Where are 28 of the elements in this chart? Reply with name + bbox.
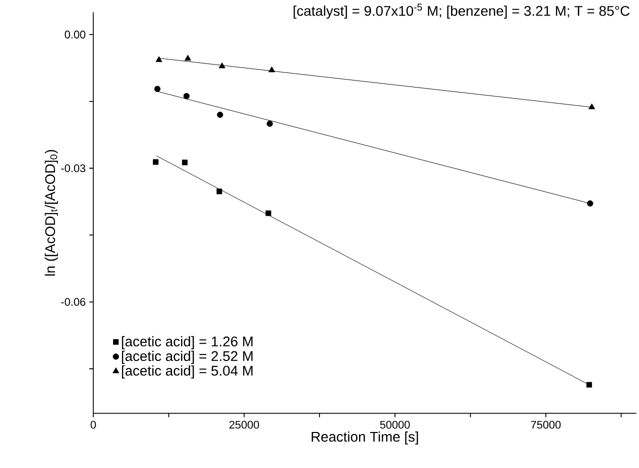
point (586, 382, 592, 388)
x-tick-label: 25000 (229, 420, 259, 429)
legend-label: [acetic acid] = 1.26 M (122, 336, 252, 350)
point (266, 120, 273, 127)
x-tick-label: 0 (90, 420, 96, 429)
point (587, 200, 594, 207)
legend-label: [acetic acid] = 5.04 M (122, 365, 252, 378)
x-tick-label: 50000 (380, 420, 410, 429)
point (216, 112, 224, 118)
point (184, 54, 192, 61)
y-tick-label: 0.00 (64, 30, 86, 38)
point (216, 188, 222, 194)
legend-label: [acetic acid] = 2.52 M (122, 350, 252, 364)
y-tick-label: -0.06 (61, 298, 86, 306)
y-tick-label: -0.03 (61, 164, 86, 172)
annotation: [catalyst] = 9.07x10$^{-5}$ M; [benzene] = 3.21 M; T = 85°C (294, 4, 630, 19)
x-tick-label: 75000 (531, 420, 561, 429)
point (588, 103, 596, 110)
point (218, 62, 226, 68)
point (156, 56, 162, 62)
point (182, 160, 188, 166)
point (183, 92, 190, 100)
x-axis-title: Reaction Time [s] (312, 431, 418, 444)
point (152, 159, 158, 165)
point (266, 210, 272, 216)
point (268, 66, 276, 72)
point (154, 86, 160, 92)
y-axis-title: ln ([AcOD]$_{t}$/[AcOD]$_{0}$) (44, 150, 58, 276)
